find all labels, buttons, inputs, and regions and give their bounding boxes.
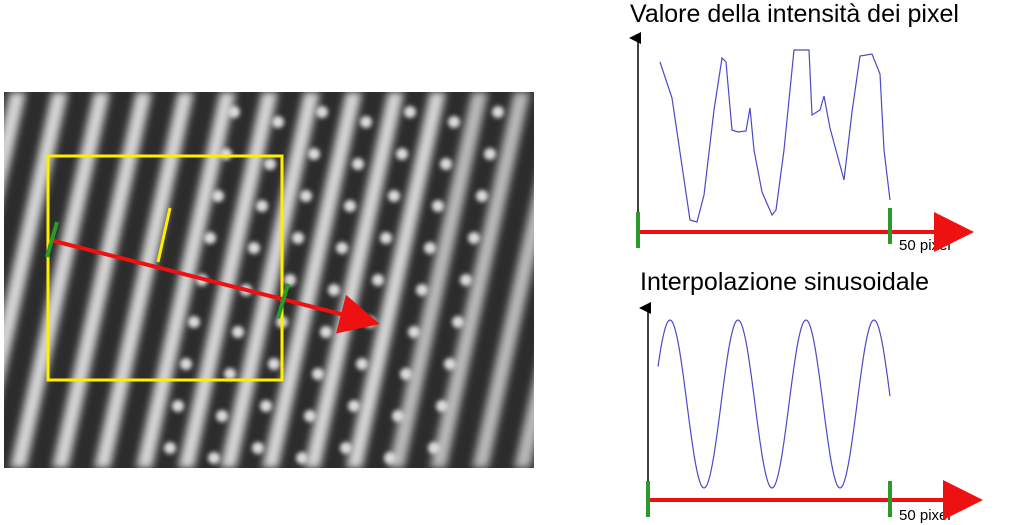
stripe-band: [514, 378, 534, 468]
bright-spot: [384, 452, 396, 464]
bright-spot: [228, 106, 240, 118]
sine-fit-curve: [657, 319, 891, 489]
bright-spot: [336, 242, 348, 254]
bright-spot: [452, 316, 464, 328]
bright-spot: [392, 410, 404, 422]
raw-intensity-curve: [659, 49, 891, 223]
microscope-image: [4, 92, 534, 468]
bright-spot: [300, 190, 312, 202]
stripe-band: [304, 92, 404, 468]
bright-spot: [436, 400, 448, 412]
bright-spot: [408, 326, 420, 338]
bright-spot: [260, 400, 272, 412]
bright-spot: [264, 158, 276, 170]
bright-spot: [268, 358, 280, 370]
raw-profile-title: Valore della intensità dei pixel: [630, 0, 959, 28]
bright-spot: [208, 452, 220, 464]
stripe-band: [262, 92, 362, 468]
profile-line: [49, 238, 380, 334]
bright-spot: [380, 232, 392, 244]
bright-spot: [304, 410, 316, 422]
bright-spot: [284, 274, 296, 286]
bright-spot: [468, 232, 480, 244]
bright-spot: [164, 442, 176, 454]
bright-spot: [172, 400, 184, 412]
bright-spot: [340, 442, 352, 454]
bright-spot: [360, 116, 372, 128]
bright-spot: [388, 190, 400, 202]
bright-spot: [372, 274, 384, 286]
stripe-band: [4, 92, 68, 379]
bright-spot: [180, 358, 192, 370]
end-marker: [276, 283, 290, 319]
bright-spot: [248, 242, 260, 254]
bright-spot: [492, 106, 504, 118]
bright-spot: [348, 400, 360, 412]
bright-spot: [416, 284, 428, 296]
bright-spot: [256, 200, 268, 212]
bright-spot: [272, 116, 284, 128]
bright-spot: [252, 442, 264, 454]
bright-spot: [484, 148, 496, 160]
bright-spot: [188, 316, 200, 328]
stripe-band: [388, 92, 488, 468]
roi-box: [46, 154, 284, 382]
bright-spot: [448, 116, 460, 128]
sine-fit-title: Interpolazione sinusoidale: [640, 268, 930, 296]
stripe-band: [10, 92, 110, 468]
bright-spot: [428, 442, 440, 454]
bright-spot: [292, 232, 304, 244]
bright-spot: [296, 452, 308, 464]
bright-spot: [352, 158, 364, 170]
bright-spot: [404, 106, 416, 118]
bright-spot: [204, 232, 216, 244]
start-marker: [45, 221, 59, 258]
stripe-band: [178, 92, 278, 468]
bright-spot: [316, 106, 328, 118]
bright-spot: [460, 274, 472, 286]
bright-spot: [444, 358, 456, 370]
stripe-band: [52, 92, 152, 468]
bright-spot: [308, 148, 320, 160]
stripe-band: [94, 92, 194, 468]
stripe-band: [346, 92, 446, 468]
bright-spot: [312, 368, 324, 380]
bright-spot: [328, 284, 340, 296]
bright-spot: [396, 148, 408, 160]
bright-spot: [344, 200, 356, 212]
bright-spot: [400, 368, 412, 380]
bright-spot: [232, 326, 244, 338]
stripe-band: [220, 92, 320, 468]
bright-spot: [212, 190, 224, 202]
bright-spot: [424, 242, 436, 254]
stripe-band: [472, 190, 534, 468]
stripe-band: [430, 92, 530, 468]
bright-spot: [216, 410, 228, 422]
bright-spot: [432, 200, 444, 212]
bright-spot: [356, 358, 368, 370]
stripe-band: [136, 92, 236, 468]
bright-spot: [224, 368, 236, 380]
bright-spot: [320, 326, 332, 338]
fit-x-label: 50 pixel: [899, 507, 951, 524]
bright-spot: [440, 158, 452, 170]
stripe-pattern: [4, 92, 534, 468]
bright-spot: [476, 190, 488, 202]
wavelength-marker: [156, 207, 172, 263]
